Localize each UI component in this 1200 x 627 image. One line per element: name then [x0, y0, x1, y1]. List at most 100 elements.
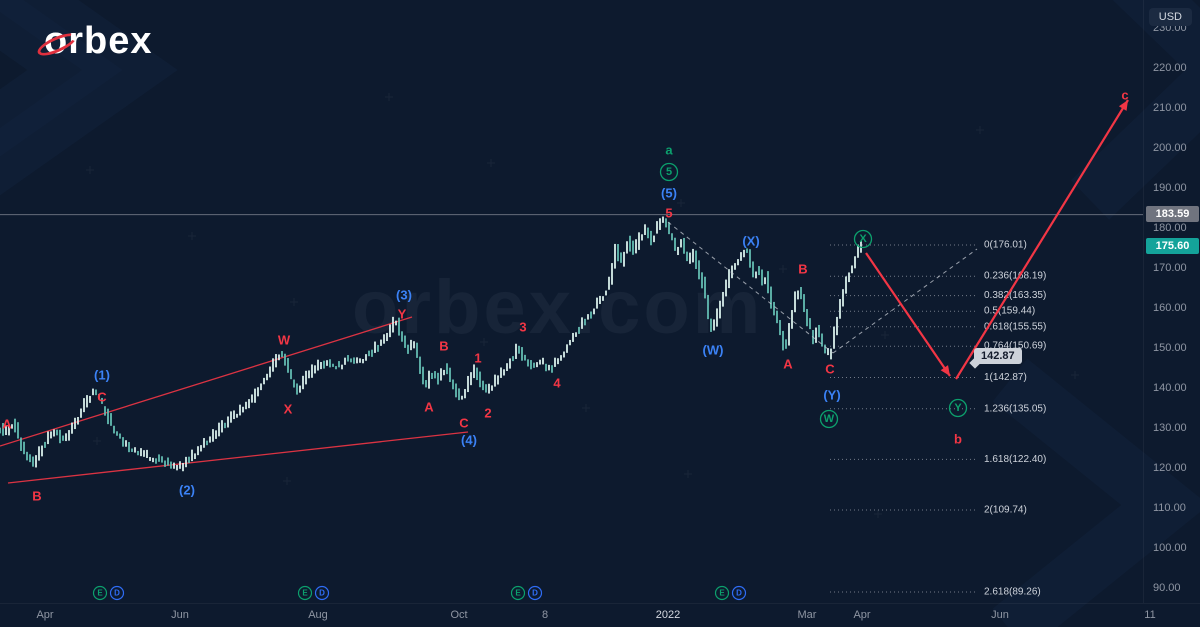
event-letter: D	[736, 589, 742, 598]
price-tick: 110.00	[1153, 502, 1186, 514]
plus-mark-decoration	[385, 93, 393, 101]
wave-label: B	[439, 339, 448, 354]
price-tick: 180.00	[1153, 222, 1187, 234]
plus-mark-decoration	[779, 265, 787, 273]
plus-mark-decoration	[290, 298, 298, 306]
wave-label: c	[1121, 88, 1128, 103]
time-tick: Jun	[991, 609, 1009, 621]
time-tick: Mar	[797, 609, 817, 621]
earnings-marker	[714, 585, 730, 601]
prior-high-badge: 183.59	[1146, 205, 1199, 222]
trend-channel[interactable]	[0, 316, 469, 484]
wave-label: A	[783, 357, 793, 372]
wave-label: Y	[398, 307, 407, 322]
wave-label: A	[2, 417, 12, 432]
event-letter: D	[319, 589, 325, 598]
candlestick-series[interactable]	[0, 216, 862, 472]
fibonacci-retracement[interactable]: 0(176.01) 0.236(168.19) 0.382(163.35) 0.5(1…	[830, 239, 1046, 597]
price-tick: 140.00	[1153, 382, 1187, 394]
wave-label: 2	[484, 406, 491, 421]
trendline	[0, 316, 413, 447]
plus-mark-decoration	[93, 437, 101, 445]
fib-level-label: 2.618(89.26)	[984, 586, 1041, 597]
wave-label: 5	[666, 166, 672, 178]
fib-level-label: 1(142.87)	[984, 372, 1027, 383]
dashed-guide-line	[667, 221, 834, 354]
wave-label: W	[278, 333, 291, 348]
plus-mark-decoration	[881, 331, 889, 339]
wave-label: (2)	[179, 483, 195, 498]
wave-label: X	[859, 233, 867, 245]
wave-label: 4	[553, 376, 561, 391]
dashed-guide-line	[832, 248, 978, 354]
plus-mark-decoration	[480, 338, 488, 346]
plus-mark-decoration	[976, 126, 984, 134]
forecast-arrowhead	[1118, 100, 1128, 111]
event-letter: E	[515, 589, 521, 598]
time-tick: 11	[1144, 609, 1156, 621]
currency-badge[interactable]: USD	[1148, 8, 1192, 26]
price-tick: 210.00	[1153, 102, 1187, 114]
elliott-wave-labels[interactable]: ABC(1)(2)WXY(3)AB12C(4)345(5)5a(W)(X)ABC…	[2, 88, 1128, 504]
wave-label: B	[798, 262, 807, 277]
forecast-arrow	[865, 252, 951, 377]
price-tick: 90.00	[1153, 582, 1181, 594]
wave-label: (5)	[661, 186, 677, 201]
dividend-marker	[314, 585, 330, 601]
price-tooltip: 142.87	[974, 348, 1022, 364]
price-tick: 160.00	[1153, 302, 1187, 314]
fib-level-label: 2(109.74)	[984, 505, 1027, 516]
price-tick: 130.00	[1153, 422, 1187, 434]
wave-degree-circle	[819, 409, 839, 429]
price-tick: 120.00	[1153, 462, 1187, 474]
earnings-marker	[297, 585, 313, 601]
wave-label: A	[424, 400, 434, 415]
plus-mark-decoration	[582, 404, 590, 412]
watermark: orbex.com	[352, 265, 764, 350]
chevron-decoration	[0, 0, 178, 196]
event-letter: D	[114, 589, 120, 598]
current-price-badge: 175.60	[1146, 237, 1199, 254]
fib-level-label: 1.236(135.05)	[984, 403, 1046, 414]
forecast-path[interactable]	[865, 99, 1129, 380]
price-tick: 220.00	[1153, 62, 1187, 74]
dividend-marker	[731, 585, 747, 601]
dashed-guides	[667, 221, 978, 354]
wave-label: (3)	[396, 288, 412, 303]
forecast-arrow	[955, 99, 1129, 380]
time-tick: Jun	[171, 609, 189, 621]
price-tick: 100.00	[1153, 542, 1187, 554]
chevron-decoration	[0, 0, 123, 157]
plus-mark-decoration	[874, 510, 882, 518]
wave-label: C	[97, 390, 107, 405]
fib-level-label: 0.5(159.44)	[984, 306, 1035, 317]
time-axis[interactable]: Apr Jun Aug Oct 8 2022 Mar Apr Jun 11	[0, 603, 1200, 627]
wave-label: (Y)	[823, 388, 840, 403]
fib-level-label: 0.236(168.19)	[984, 271, 1046, 282]
event-letter: D	[532, 589, 538, 598]
plus-mark-decoration	[677, 199, 685, 207]
time-tick: Aug	[308, 609, 328, 621]
forecast-arrowhead	[940, 365, 950, 376]
plus-mark-decoration	[283, 477, 291, 485]
dividend-marker	[109, 585, 125, 601]
event-letter: E	[719, 589, 725, 598]
chevron-decoration	[1070, 0, 1200, 220]
wave-label: Y	[954, 402, 962, 414]
wave-label: (X)	[742, 234, 759, 249]
wave-label: C	[825, 362, 835, 377]
earnings-marker	[92, 585, 108, 601]
wave-label: B	[32, 489, 41, 504]
wave-label: b	[954, 432, 962, 447]
fib-level-label: 0.618(155.55)	[984, 321, 1046, 332]
event-letter: E	[302, 589, 308, 598]
price-axis[interactable]: 230.00 220.00 210.00 200.00 190.00 180.00 170.…	[1143, 0, 1200, 603]
time-tick: Oct	[450, 609, 468, 621]
price-tick: 170.00	[1153, 262, 1187, 274]
wave-label: (4)	[461, 433, 477, 448]
time-tick: Apr	[853, 609, 871, 621]
